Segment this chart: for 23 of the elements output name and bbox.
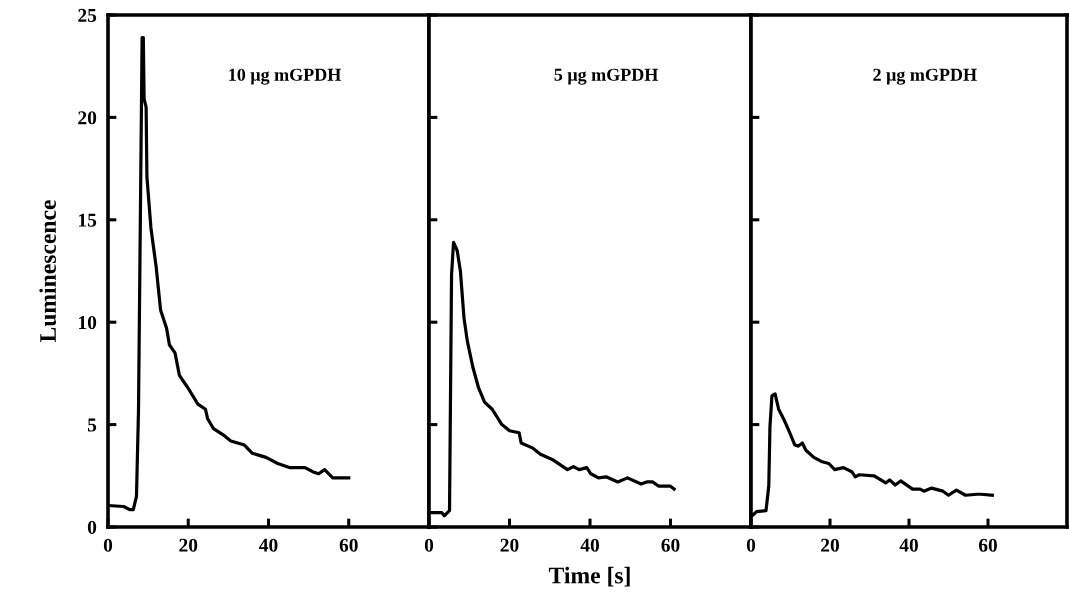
x-tick-label: 60 <box>978 538 997 552</box>
x-tick-label: 0 <box>103 538 113 552</box>
y-axis-title: Luminescence <box>39 200 57 343</box>
y-tick-label: 5 <box>87 418 97 432</box>
x-tick-label: 40 <box>580 538 599 552</box>
y-tick-label: 25 <box>78 8 97 22</box>
annotation: 10 μg mGPDH <box>229 68 342 85</box>
y-tick-label: 10 <box>79 316 97 330</box>
x-tick-label: 60 <box>661 538 680 552</box>
annotation: 5 μg mGPDH <box>554 68 659 85</box>
x-tick-label: 20 <box>821 538 839 552</box>
x-tick-label: 40 <box>259 538 278 552</box>
y-tick-label: 20 <box>78 111 97 125</box>
y-tick-label: 15 <box>79 213 97 227</box>
x-tick-label: 40 <box>899 538 918 552</box>
x-tick-label: 20 <box>179 538 198 552</box>
x-tick-label: 60 <box>339 538 358 552</box>
x-tick-label: 0 <box>424 538 434 552</box>
y-tick-label: 0 <box>87 520 97 534</box>
x-tick-label: 20 <box>500 538 519 552</box>
annotation: 2 μg mGPDH <box>873 68 977 85</box>
x-axis-title: Time [s] <box>548 566 630 587</box>
x-tick-label: 0 <box>746 538 756 552</box>
